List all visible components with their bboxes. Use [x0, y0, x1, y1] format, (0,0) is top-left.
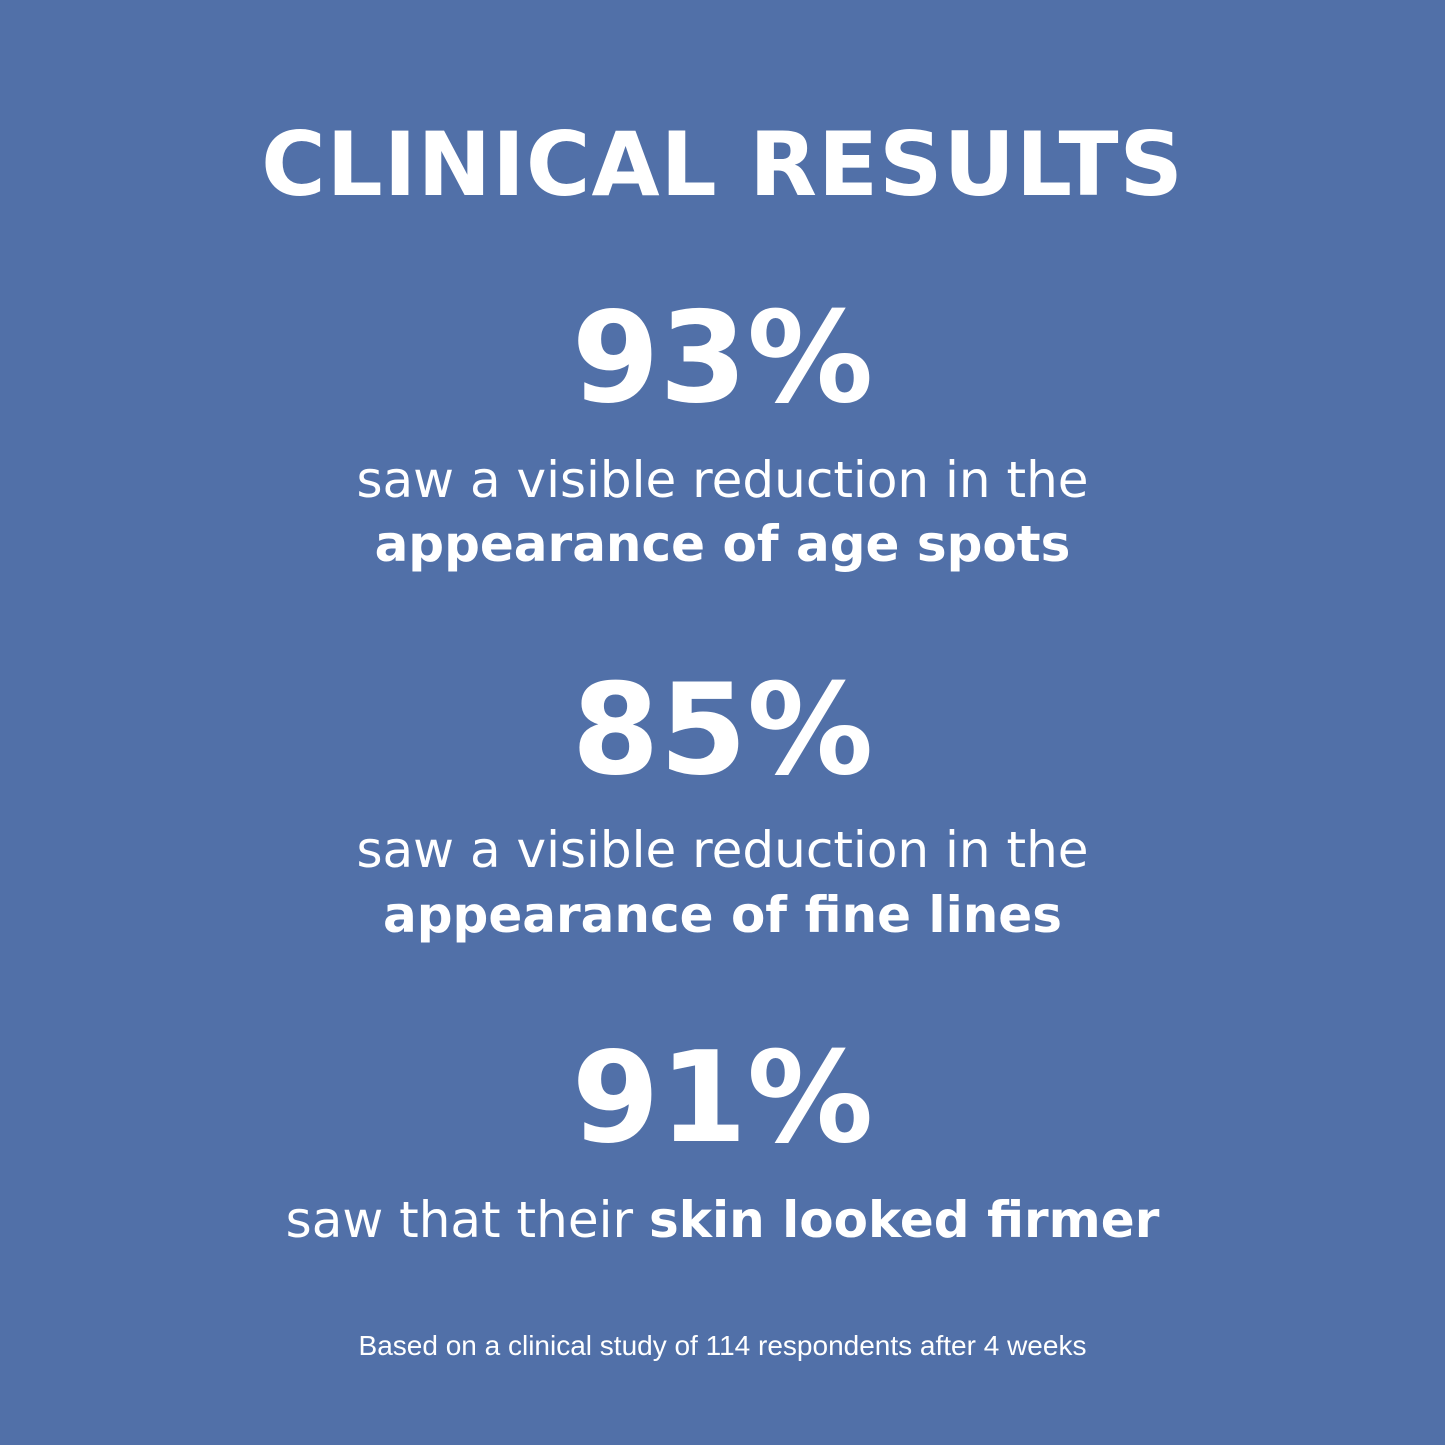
stat-text-age-spots: saw a visible reduction in the	[356, 451, 1089, 509]
stat-line-firmer: saw that their skin looked firmer	[0, 1188, 1445, 1252]
stat-bold-firmer: skin looked firmer	[648, 1191, 1160, 1249]
stat-value-age-spots: 93%	[571, 284, 874, 431]
stat-bold-fine-lines: appearance of fine lines	[383, 886, 1062, 944]
footnote: Based on a clinical study of 114 respond…	[358, 1330, 1087, 1361]
stat-text-firmer: saw that their	[285, 1191, 649, 1249]
stat-value-firmer: 91%	[571, 1024, 874, 1171]
stat-text-fine-lines: saw a visible reduction in the	[356, 821, 1089, 879]
page-title: CLINICAL RESULTS	[261, 113, 1184, 216]
stat-bold-age-spots: appearance of age spots	[374, 515, 1071, 573]
stat-value-fine-lines: 85%	[571, 656, 874, 803]
